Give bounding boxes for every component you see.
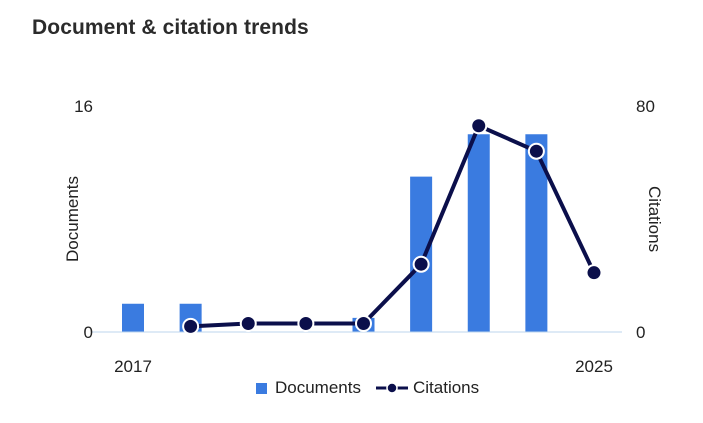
documents-bar-2022[interactable] bbox=[410, 176, 433, 332]
left-tick-bottom: 0 bbox=[84, 323, 93, 342]
chart-title: Document & citation trends bbox=[32, 16, 309, 39]
right-tick-top: 80 bbox=[636, 97, 655, 116]
citations-point-2021[interactable] bbox=[355, 315, 372, 333]
legend-citations-label: Citations bbox=[412, 378, 480, 397]
citations-point-2025[interactable] bbox=[585, 264, 603, 282]
citations-series bbox=[182, 117, 603, 335]
citations-point-2019[interactable] bbox=[239, 315, 257, 333]
left-tick-top: 16 bbox=[74, 97, 93, 116]
legend-documents-label: Documents bbox=[275, 378, 361, 397]
citations-point-2024[interactable] bbox=[527, 142, 545, 160]
x-tick-first: 2017 bbox=[114, 357, 152, 376]
documents-bar-2024[interactable] bbox=[525, 134, 548, 332]
legend-citations-swatch bbox=[375, 382, 408, 394]
y-axis-title-right: Citations bbox=[645, 186, 664, 252]
legend-item-documents[interactable]: Documents bbox=[256, 378, 361, 398]
y-axis-title-left: Documents bbox=[63, 176, 82, 262]
documents-bar-2017[interactable] bbox=[122, 303, 144, 332]
citations-point-2018[interactable] bbox=[182, 317, 200, 335]
citations-point-2020[interactable] bbox=[297, 315, 315, 333]
documents-bar-2023[interactable] bbox=[467, 134, 490, 332]
citations-line bbox=[190, 123, 596, 329]
citations-point-2022[interactable] bbox=[412, 255, 430, 273]
legend: Documents Citations bbox=[256, 378, 493, 398]
right-tick-bottom: 0 bbox=[636, 323, 645, 342]
legend-documents-swatch bbox=[256, 382, 267, 394]
documents-bars bbox=[122, 134, 548, 332]
citations-point-2023[interactable] bbox=[470, 117, 488, 135]
x-tick-last: 2025 bbox=[575, 357, 613, 376]
legend-item-citations[interactable]: Citations bbox=[375, 378, 479, 398]
